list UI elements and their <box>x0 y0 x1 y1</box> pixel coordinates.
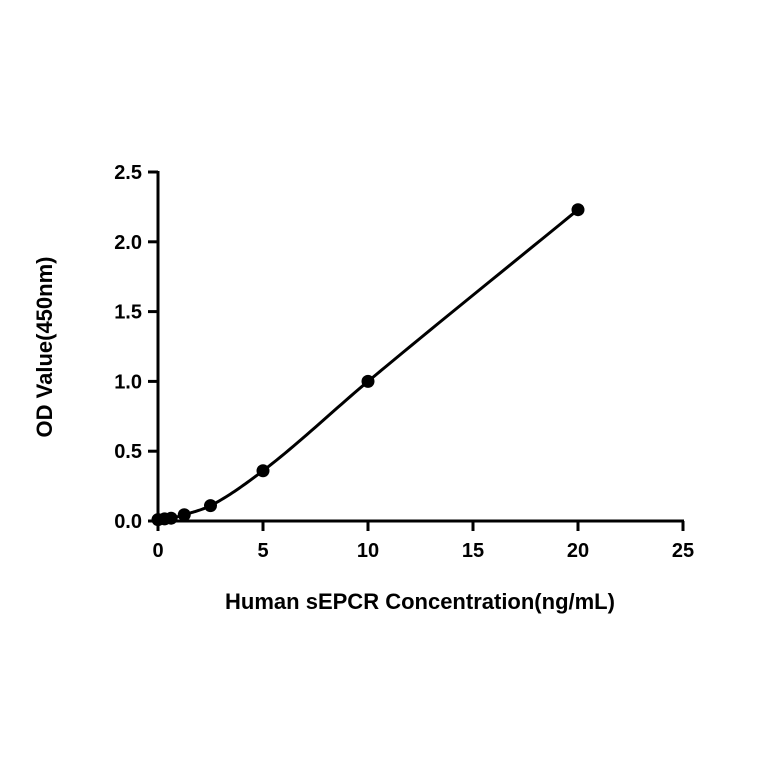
y-tick-label: 2.5 <box>114 162 142 184</box>
axes <box>156 171 684 523</box>
x-axis-title: Human sEPCR Concentration(ng/mL) <box>225 589 615 614</box>
data-point <box>177 508 191 522</box>
x-tick-label: 25 <box>672 540 694 562</box>
y-tick-label: 0.5 <box>114 441 142 463</box>
x-tick-label: 0 <box>152 540 163 562</box>
x-tick-label: 10 <box>357 540 379 562</box>
x-ticks: 0 5 10 15 20 25 <box>152 521 694 562</box>
data-point <box>204 499 217 513</box>
data-point <box>164 511 178 525</box>
data-point <box>256 464 270 478</box>
data-points <box>151 203 585 527</box>
y-tick-label: 2.0 <box>114 232 142 254</box>
x-tick-label: 15 <box>462 540 484 562</box>
y-axis-title: OD Value(450nm) <box>32 257 57 438</box>
y-tick-label: 1.0 <box>114 371 142 393</box>
data-point <box>361 374 375 388</box>
data-point <box>571 203 585 217</box>
x-tick-label: 5 <box>257 540 268 562</box>
fit-curve-line <box>157 208 579 522</box>
x-tick-label: 20 <box>567 540 589 562</box>
y-tick-label: 1.5 <box>114 302 142 324</box>
y-ticks: 0.0 0.5 1.0 1.5 2.0 2.5 <box>114 162 158 533</box>
y-tick-label: 0.0 <box>114 511 142 533</box>
